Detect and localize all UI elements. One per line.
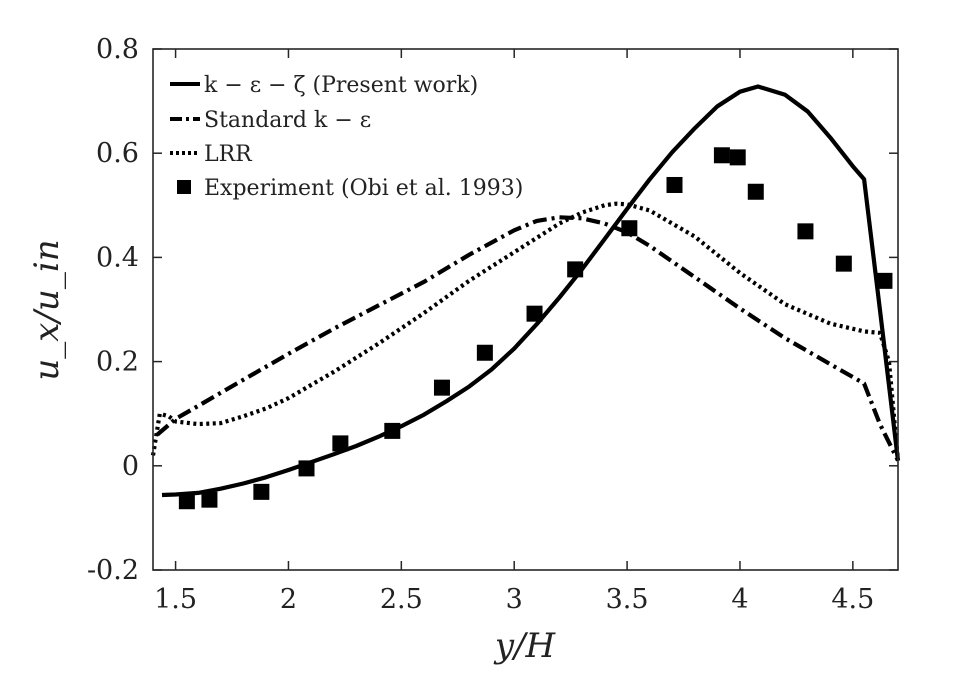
axes-frame bbox=[152, 48, 899, 571]
y-tick-label: 0 bbox=[122, 451, 139, 482]
experiment-data-point bbox=[621, 220, 638, 237]
x-tick-label: 2 bbox=[280, 584, 297, 615]
series-line-lrr bbox=[150, 201, 901, 461]
y-tick-label: -0.2 bbox=[87, 555, 139, 586]
plot-markers bbox=[178, 147, 893, 510]
experiment-data-point bbox=[729, 149, 746, 166]
experiment-data-point bbox=[713, 147, 730, 164]
y-tick-label: 0.4 bbox=[96, 242, 139, 273]
x-tick-label: 3 bbox=[506, 584, 523, 615]
experiment-data-point bbox=[332, 435, 349, 452]
x-tick-label: 2.5 bbox=[380, 584, 423, 615]
legend-label-lrr: LRR bbox=[204, 142, 253, 167]
x-tick-label: 4.5 bbox=[831, 584, 874, 615]
axis-ticks bbox=[153, 48, 898, 571]
experiment-data-point bbox=[476, 344, 493, 361]
x-axis-label: y/H bbox=[493, 626, 557, 666]
y-tick-label: 0.2 bbox=[96, 347, 139, 378]
experiment-data-point bbox=[666, 176, 683, 193]
experiment-data-point bbox=[433, 379, 450, 396]
legend-label-experiment: Experiment (Obi et al. 1993) bbox=[204, 176, 523, 201]
experiment-data-point bbox=[526, 305, 543, 322]
series-line-standard-k bbox=[156, 215, 900, 462]
experiment-data-point bbox=[797, 223, 814, 240]
experiment-data-point bbox=[298, 460, 315, 477]
y-axis-label: u_x/u_in bbox=[27, 239, 67, 380]
experiment-data-point bbox=[876, 272, 893, 289]
experiment-data-point bbox=[201, 491, 218, 508]
y-tick-label: 0.8 bbox=[96, 34, 139, 65]
legend: k − ε − ζ (Present work) Standard k − ε … bbox=[170, 73, 523, 201]
legend-label-standard-k-epsilon: Standard k − ε bbox=[204, 108, 371, 133]
x-tick-label: 1.5 bbox=[154, 584, 197, 615]
series-line-k-present-work bbox=[161, 84, 901, 498]
experiment-data-point bbox=[567, 261, 584, 278]
tick-labels: 1.5 2 2.5 3 3.5 4 4.5 -0.2 0 0.2 0.4 0.6 0.8 bbox=[87, 34, 874, 615]
experiment-data-point bbox=[384, 422, 401, 439]
x-tick-label: 4 bbox=[731, 584, 748, 615]
experiment-data-point bbox=[747, 183, 764, 200]
x-tick-label: 3.5 bbox=[606, 584, 649, 615]
experiment-data-point bbox=[253, 483, 270, 500]
legend-swatch-experiment bbox=[177, 180, 191, 194]
y-tick-label: 0.6 bbox=[96, 138, 139, 169]
plot-lines bbox=[150, 84, 901, 498]
experiment-data-point bbox=[178, 493, 195, 510]
experiment-data-point bbox=[835, 255, 852, 272]
legend-label-present-work: k − ε − ζ (Present work) bbox=[204, 73, 478, 98]
